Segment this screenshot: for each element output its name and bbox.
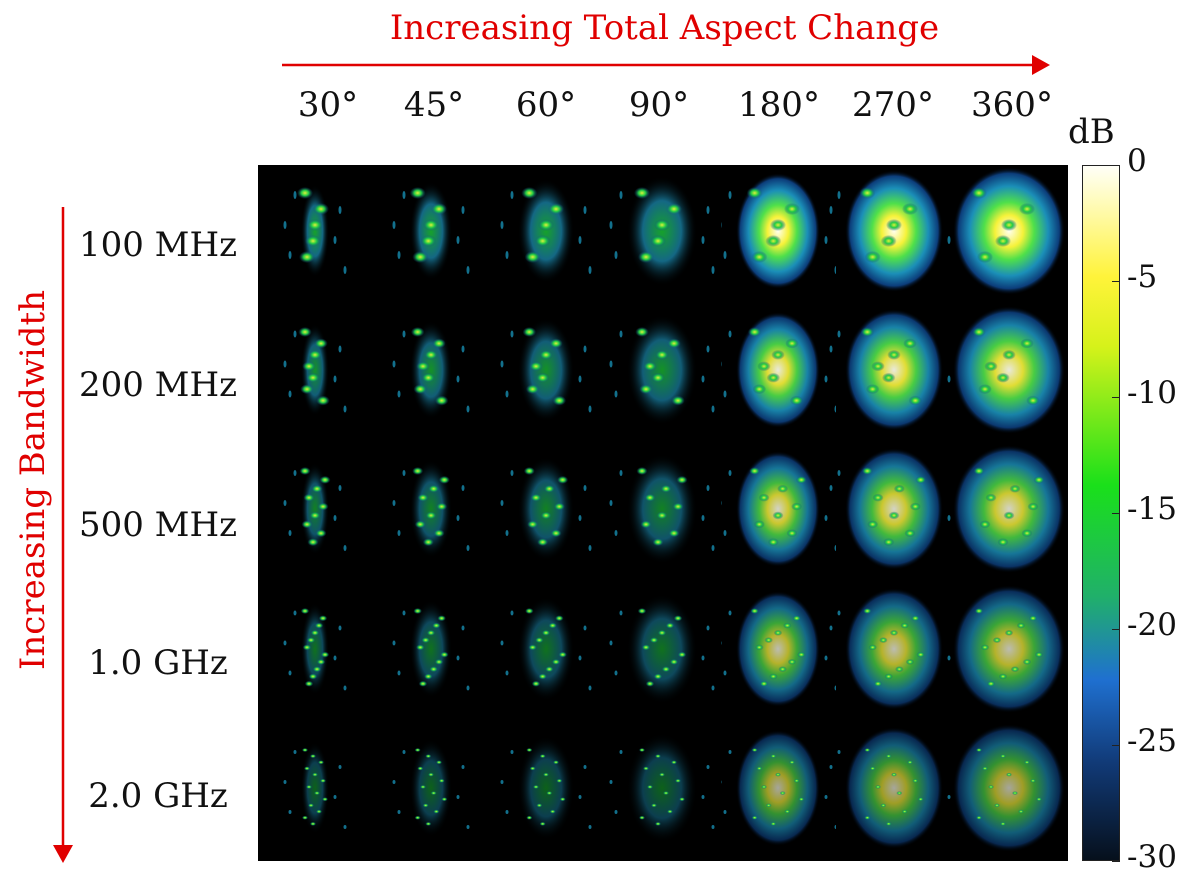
top-arrow xyxy=(282,55,1050,75)
sar-image-tile xyxy=(283,741,347,834)
sar-image-tile xyxy=(500,457,592,562)
row-label: 100 MHz xyxy=(78,225,238,265)
colorbar-tick-mark xyxy=(1112,165,1120,166)
sar-image-tile xyxy=(392,599,470,698)
sar-image-tile xyxy=(609,454,715,565)
column-label: 60° xyxy=(515,85,577,125)
image-grid xyxy=(258,165,1068,861)
side-arrow xyxy=(53,207,73,863)
row-label: 200 MHz xyxy=(78,365,238,405)
row-label: 500 MHz xyxy=(78,505,238,545)
sar-image-tile xyxy=(720,312,836,429)
sar-image-tile xyxy=(609,732,715,843)
colorbar-tick-label: -15 xyxy=(1127,491,1177,527)
colorbar-tick-label: -5 xyxy=(1127,259,1158,295)
sar-image-tile xyxy=(720,729,836,846)
colorbar-tick-label: -20 xyxy=(1127,607,1177,643)
sar-image-tile xyxy=(720,173,836,289)
sar-image-tile xyxy=(837,726,950,849)
sar-image-tile xyxy=(837,170,950,292)
colorbar-tick-label: -10 xyxy=(1127,375,1177,411)
sar-image-tile xyxy=(392,738,470,837)
sar-image-tile xyxy=(500,318,592,423)
colorbar-tick-mark xyxy=(1112,861,1120,862)
sar-image-tile xyxy=(837,587,950,710)
sar-image-tile xyxy=(500,179,592,283)
colorbar-tick-label: 0 xyxy=(1127,143,1147,179)
colorbar-tick-mark xyxy=(1112,513,1120,514)
colorbar-tick-mark xyxy=(1112,281,1120,282)
sar-image-tile xyxy=(609,176,715,286)
column-label: 30° xyxy=(297,85,359,125)
sar-image-tile xyxy=(392,182,470,280)
side-axis-title: Increasing Bandwidth xyxy=(13,289,53,671)
sar-image-tile xyxy=(720,451,836,568)
colorbar-tick-mark xyxy=(1112,629,1120,630)
sar-image-tile xyxy=(953,306,1066,435)
colorbar-tick-mark xyxy=(1112,745,1120,746)
row-label: 2.0 GHz xyxy=(88,776,228,816)
column-label: 360° xyxy=(971,85,1053,125)
column-label: 270° xyxy=(852,85,934,125)
column-label: 180° xyxy=(738,85,820,125)
sar-image-tile xyxy=(837,309,950,432)
column-label: 90° xyxy=(628,85,690,125)
sar-image-tile xyxy=(837,448,950,571)
sar-image-tile xyxy=(953,584,1066,713)
sar-image-tile xyxy=(500,596,592,701)
sar-image-tile xyxy=(392,321,470,420)
sar-image-tile xyxy=(609,315,715,426)
sar-image-tile xyxy=(500,735,592,840)
row-label: 1.0 GHz xyxy=(88,643,228,683)
sar-image-tile xyxy=(953,167,1066,295)
colorbar-tick-mark xyxy=(1112,397,1120,398)
colorbar-tick-label: -25 xyxy=(1127,723,1177,759)
sar-image-tile xyxy=(609,593,715,704)
sar-image-tile xyxy=(953,445,1066,574)
colorbar-unit: dB xyxy=(1068,112,1115,152)
top-axis-title: Increasing Total Aspect Change xyxy=(389,8,940,48)
sar-image-tile xyxy=(720,590,836,707)
sar-image-tile xyxy=(283,324,347,417)
colorbar-tick-label: -30 xyxy=(1127,839,1177,875)
sar-image-tile xyxy=(283,602,347,695)
column-label: 45° xyxy=(403,85,465,125)
sar-image-tile xyxy=(392,460,470,559)
sar-image-tile xyxy=(283,463,347,556)
sar-image-tile xyxy=(283,185,347,277)
sar-image-tile xyxy=(953,723,1066,852)
